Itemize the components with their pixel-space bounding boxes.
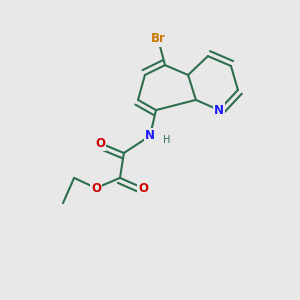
Text: Br: Br: [151, 32, 166, 46]
Text: O: O: [91, 182, 101, 195]
Text: N: N: [214, 103, 224, 117]
Text: O: O: [95, 136, 105, 150]
Text: N: N: [145, 129, 155, 142]
Text: O: O: [138, 182, 148, 195]
Text: H: H: [163, 135, 170, 146]
